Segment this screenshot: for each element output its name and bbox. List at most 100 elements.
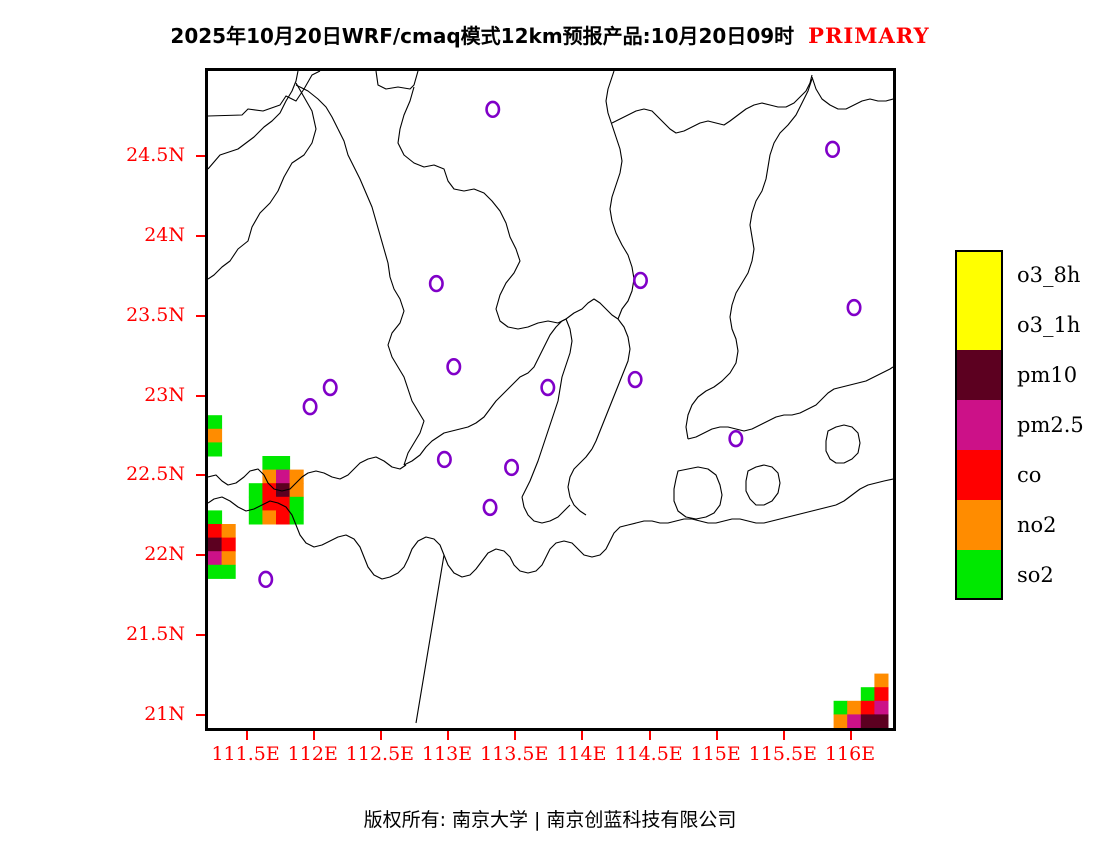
heatmap-cell-so2 (289, 510, 304, 525)
x-axis-label: 113E (422, 743, 473, 765)
x-axis-label: 115.5E (748, 743, 817, 765)
legend-swatch-co (955, 450, 1003, 500)
y-tick-mark (196, 554, 205, 557)
heatmap-cell-so2 (208, 510, 223, 525)
legend-row-pm10[interactable]: pm10 (955, 350, 1084, 400)
x-tick-mark (782, 731, 785, 740)
heatmap-cell-co (276, 510, 291, 525)
legend-row-no2[interactable]: no2 (955, 500, 1084, 550)
footer-separator: | (534, 809, 541, 831)
x-axis-label: 115E (690, 743, 741, 765)
x-tick-mark (715, 731, 718, 740)
legend-row-co[interactable]: co (955, 450, 1084, 500)
station-marker[interactable] (485, 100, 501, 119)
heatmap-cell-so2 (248, 483, 263, 498)
title-main-text: 2025年10月20日WRF/cmaq模式12km预报产品:10月20日09时 (170, 24, 795, 48)
legend-swatch-o3-8h (955, 250, 1003, 300)
y-axis-label: 21.5N (126, 623, 185, 646)
x-tick-mark (850, 731, 853, 740)
legend-swatch-so2 (955, 550, 1003, 600)
map-plot-area[interactable] (205, 68, 896, 731)
heatmap-cell-co (262, 496, 277, 511)
legend-label-pm10: pm10 (1017, 363, 1078, 387)
x-tick-mark (581, 731, 584, 740)
legend-row-o3-8h[interactable]: o3_8h (955, 250, 1084, 300)
legend: o3_8h o3_1h pm10 pm2.5 co no2 so2 (955, 250, 1084, 600)
x-axis-label: 112.5E (345, 743, 415, 765)
heatmap-cell-pm10 (208, 537, 223, 552)
station-marker[interactable] (446, 358, 462, 376)
x-axis-label: 114.5E (614, 743, 683, 765)
station-marker[interactable] (825, 140, 841, 159)
legend-label-no2: no2 (1017, 513, 1057, 537)
heatmap-cell-no2 (221, 551, 236, 566)
heatmap-cell-co (860, 700, 875, 715)
footer-copyright: 版权所有: 南京大学 | 南京创蓝科技有限公司 (0, 805, 1100, 832)
y-tick-mark (196, 154, 205, 157)
legend-label-o3-8h: o3_8h (1017, 263, 1081, 287)
x-axis-label: 112E (287, 743, 338, 765)
legend-swatch-o3-1h (955, 300, 1003, 350)
heatmap-cell-no2 (208, 428, 223, 443)
station-markers-layer (258, 100, 862, 589)
footer-company-text: 南京创蓝科技有限公司 (546, 809, 737, 831)
x-axis-label: 114E (556, 743, 607, 765)
y-tick-mark (196, 474, 205, 477)
station-marker[interactable] (302, 397, 318, 416)
station-marker[interactable] (540, 378, 556, 397)
page-title: 2025年10月20日WRF/cmaq模式12km预报产品:10月20日09时 P… (0, 20, 1100, 49)
heatmap-cell-pm2.5 (874, 700, 889, 715)
y-tick-mark (196, 634, 205, 637)
station-marker[interactable] (632, 271, 648, 290)
legend-swatch-pm10 (955, 350, 1003, 400)
x-tick-mark (648, 731, 651, 740)
station-marker[interactable] (258, 570, 274, 589)
heatmap-cell-so2 (860, 687, 875, 702)
station-marker[interactable] (428, 274, 444, 293)
x-axis-label: 113.5E (480, 743, 549, 765)
y-tick-mark (196, 314, 205, 317)
heatmap-cell-pm10 (874, 714, 889, 728)
legend-row-so2[interactable]: so2 (955, 550, 1084, 600)
title-primary-tag: PRIMARY (808, 23, 930, 48)
x-axis-label: 111.5E (211, 743, 280, 765)
station-marker[interactable] (846, 298, 862, 317)
y-tick-mark (196, 234, 205, 237)
heatmap-cell-no2 (262, 510, 277, 525)
y-axis-label: 24N (144, 223, 185, 246)
station-marker[interactable] (482, 498, 498, 517)
heatmap-cell-so2 (248, 496, 263, 511)
legend-swatch-no2 (955, 500, 1003, 550)
legend-label-co: co (1017, 463, 1042, 487)
x-tick-mark (245, 731, 248, 740)
station-marker[interactable] (436, 450, 452, 469)
heatmap-cell-no2 (289, 483, 304, 498)
station-marker[interactable] (627, 370, 643, 389)
legend-label-so2: so2 (1017, 563, 1054, 587)
heatmap-cell-so2 (248, 510, 263, 525)
coastline-detail-layer (208, 424, 893, 724)
legend-row-pm2-5[interactable]: pm2.5 (955, 400, 1084, 450)
station-marker[interactable] (504, 458, 520, 477)
x-tick-mark (312, 731, 315, 740)
y-axis-label: 22.5N (126, 463, 185, 486)
x-tick-mark (447, 731, 450, 740)
legend-row-o3-1h[interactable]: o3_1h (955, 300, 1084, 350)
heatmap-cell-so2 (221, 564, 236, 579)
heatmap-cell-co (874, 687, 889, 702)
heatmap-cell-co (208, 524, 223, 539)
heatmap-cell-co (262, 483, 277, 498)
x-axis-label: 116E (824, 743, 876, 765)
heatmap-cell-so2 (276, 456, 291, 471)
heatmap-cell-so2 (208, 442, 223, 457)
station-marker[interactable] (322, 378, 338, 397)
coastline-layer (208, 71, 893, 524)
legend-label-pm2-5: pm2.5 (1017, 413, 1084, 437)
x-tick-mark (379, 731, 382, 740)
heatmap-cell-no2 (874, 673, 889, 688)
footer-copyright-text: 版权所有: 南京大学 (363, 809, 529, 831)
legend-swatch-pm2-5 (955, 400, 1003, 450)
station-marker[interactable] (728, 429, 744, 448)
heatmap-cell-no2 (847, 700, 862, 715)
y-axis-label: 24.5N (126, 143, 185, 166)
